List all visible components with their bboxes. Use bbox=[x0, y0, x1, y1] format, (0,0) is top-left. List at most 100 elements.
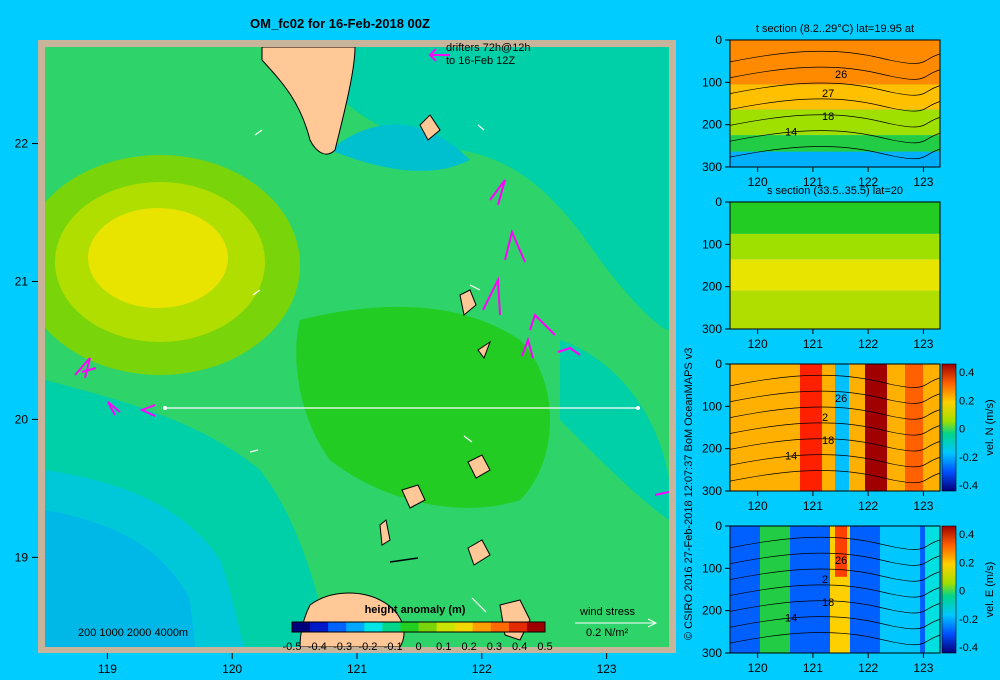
section-3-stripe-1 bbox=[835, 364, 849, 491]
map-xtick-label-0: 119 bbox=[98, 662, 117, 676]
section-3-xtick-label-0: 120 bbox=[748, 499, 768, 513]
map-axis-ticks: 119 120 121 122 123 19 20 21 22 bbox=[15, 137, 617, 676]
drifters-note-1: drifters 72h@12h bbox=[446, 42, 531, 54]
section-4-ytick-label-2: 200 bbox=[702, 604, 722, 618]
section-start bbox=[163, 406, 167, 410]
section-2-border bbox=[729, 201, 941, 330]
section-1-contour-3 bbox=[729, 82, 941, 96]
section-3-xtick-label-3: 123 bbox=[913, 499, 933, 513]
section-2-ytick-label-0: 0 bbox=[715, 195, 722, 209]
section-4-ytick-label-0: 0 bbox=[715, 519, 722, 533]
island-3 bbox=[477, 340, 492, 360]
section-1-contour-2 bbox=[729, 66, 941, 80]
section-4-cbar-tick-0: 0.4 bbox=[959, 529, 974, 541]
section-3-cbar-tick-1: 0.2 bbox=[959, 395, 974, 407]
map-xtick-label-1: 120 bbox=[222, 662, 242, 676]
section-title-2: s section (33.5..35.5) lat=20 bbox=[767, 185, 903, 197]
section-1-xtick-label-2: 122 bbox=[858, 175, 878, 189]
section-4-cbar-tick-4: -0.4 bbox=[959, 642, 978, 654]
field-teal-ne bbox=[300, 47, 669, 330]
section-4-contour-3 bbox=[729, 568, 941, 582]
colorbar-tick-5: 0 bbox=[415, 641, 421, 653]
section-3-xtick-label-2: 122 bbox=[858, 499, 878, 513]
colorbar-tick-2: -0.3 bbox=[333, 641, 352, 653]
colorbar-cell-0 bbox=[292, 622, 311, 632]
colorbar-cell-2 bbox=[328, 622, 347, 632]
map-xtick-label-3: 122 bbox=[472, 662, 492, 676]
section-2-ytick-label-3: 300 bbox=[702, 322, 722, 336]
colorbar-cell-3 bbox=[346, 622, 365, 632]
section-4-contour-1 bbox=[729, 536, 941, 550]
section-3-colorbar bbox=[941, 363, 957, 492]
colorbar-cell-1 bbox=[310, 622, 329, 632]
colorbar-tick-8: 0.3 bbox=[487, 641, 502, 653]
field-teal-e bbox=[560, 340, 669, 520]
section-2-band-3 bbox=[730, 290, 940, 329]
section-1-ytick-label-3: 300 bbox=[702, 160, 722, 174]
section-1-contour-label-0: 26 bbox=[835, 69, 847, 81]
section-3-contour-label-3: 14 bbox=[785, 450, 797, 462]
section-1-band-2 bbox=[730, 109, 940, 136]
section-4-border bbox=[729, 525, 941, 654]
section-4-core bbox=[835, 526, 847, 577]
section-4-cbar-label: vel. E (m/s) bbox=[984, 562, 996, 618]
section-4-xtick-label-0: 120 bbox=[748, 661, 768, 675]
section-2-xtick-label-3: 123 bbox=[913, 337, 933, 351]
island-5 bbox=[401, 484, 426, 509]
wind-legend-label: wind stress bbox=[579, 606, 636, 618]
section-1-contour-label-1: 27 bbox=[822, 88, 834, 100]
map-ytick-label-2: 21 bbox=[15, 274, 29, 288]
island-1 bbox=[419, 114, 441, 141]
section-panel-2: s section (33.5..35.5) lat=20 120 121 122 12… bbox=[702, 185, 941, 351]
section-3-contour-1 bbox=[729, 374, 941, 388]
section-1-xtick-label-0: 120 bbox=[748, 175, 768, 189]
section-3-ytick-label-1: 100 bbox=[702, 399, 722, 413]
field-blue-sw bbox=[45, 510, 195, 647]
section-1-contour-5 bbox=[729, 114, 941, 128]
section-3-xtick-label-1: 121 bbox=[803, 499, 823, 513]
section-4-contour-2 bbox=[729, 552, 941, 566]
eddy-core bbox=[88, 208, 228, 308]
section-1-band-4 bbox=[730, 151, 940, 167]
section-3-contour-6 bbox=[729, 454, 941, 468]
section-2-ytick-label-1: 100 bbox=[702, 237, 722, 251]
section-1-xtick-label-3: 123 bbox=[913, 175, 933, 189]
colorbar-tick-3: -0.2 bbox=[358, 641, 377, 653]
colorbar-cell-13 bbox=[526, 622, 546, 632]
section-3-cbar-tick-3: -0.2 bbox=[959, 452, 978, 464]
main-colorbar: -0.5 -0.4 -0.3 -0.2 -0.1 0 0.1 0.2 0.3 0.4 0.5 bbox=[283, 621, 553, 653]
section-3-contour-7 bbox=[729, 470, 941, 484]
section-3-ytick-label-2: 200 bbox=[702, 442, 722, 456]
section-3-contour-label-1: 2 bbox=[822, 412, 828, 424]
drifter-arrows bbox=[74, 48, 669, 496]
map-xtick-label-2: 121 bbox=[347, 662, 367, 676]
section-3-border bbox=[729, 363, 941, 492]
section-2-ytick-label-2: 200 bbox=[702, 280, 722, 294]
colorbar-tick-6: 0.1 bbox=[436, 641, 451, 653]
section-3-contour-label-2: 18 bbox=[822, 435, 834, 447]
colorbar-cell-11 bbox=[490, 622, 510, 632]
section-2-xtick-label-1: 121 bbox=[803, 337, 823, 351]
wind-legend-unit: 0.2 N/m² bbox=[586, 627, 629, 639]
colorbar-cell-6 bbox=[400, 622, 419, 632]
island-7 bbox=[379, 519, 391, 546]
colorbar-cell-9 bbox=[454, 622, 474, 632]
section-4-xtick-label-1: 121 bbox=[803, 661, 823, 675]
section-3-contour-3 bbox=[729, 406, 941, 420]
section-3-contour-4 bbox=[729, 422, 941, 436]
section-1-border bbox=[729, 39, 941, 168]
section-4-ytick-label-1: 100 bbox=[702, 561, 722, 575]
section-3-contour-2 bbox=[729, 390, 941, 404]
field-cyan-n bbox=[330, 124, 470, 171]
section-3-contour-5 bbox=[729, 438, 941, 452]
colorbar-cell-12 bbox=[508, 622, 528, 632]
section-4-xtick-label-2: 122 bbox=[858, 661, 878, 675]
section-4-stripe-2 bbox=[880, 526, 920, 653]
section-1-ytick-label-1: 100 bbox=[702, 75, 722, 89]
section-3-stripe-0 bbox=[800, 364, 822, 491]
colorbar-border bbox=[291, 621, 546, 633]
section-4-stripe-3 bbox=[925, 526, 940, 653]
colorbar-tick-9: 0.4 bbox=[512, 641, 527, 653]
section-3-cbar-tick-0: 0.4 bbox=[959, 367, 974, 379]
